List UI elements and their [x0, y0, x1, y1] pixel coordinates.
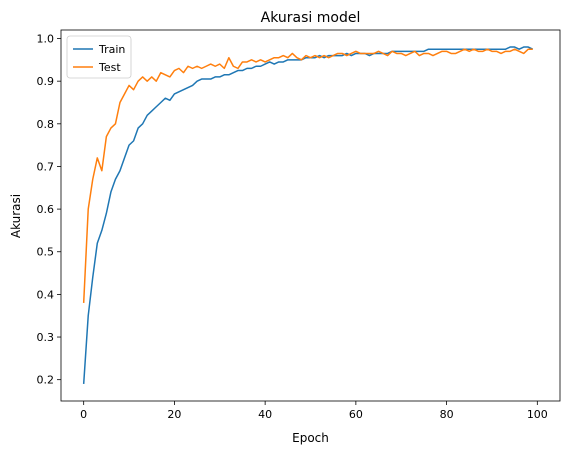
x-tick-label: 0: [80, 408, 87, 421]
plot-frame: [60, 29, 561, 402]
y-tick-label: 0.9: [37, 75, 55, 88]
chart-title: Akurasi model: [261, 10, 361, 26]
x-tick-label: 60: [349, 408, 363, 421]
y-tick-label: 0.7: [37, 160, 55, 173]
x-tick-label: 20: [167, 408, 181, 421]
legend-label-test: Test: [98, 61, 121, 74]
legend: Train Test: [66, 35, 132, 79]
plot-area: 0 20 40 60 80 100 0.2 0.3 0.4 0.5 0.6 0.7 0.8 0.9 1.0: [37, 29, 561, 421]
series-line-test: [82, 48, 533, 303]
y-tick-label: 0.2: [37, 374, 55, 387]
y-tick-label: 1.0: [37, 33, 55, 46]
y-tick-label: 0.4: [37, 288, 55, 301]
y-tick-label: 0.6: [37, 203, 55, 216]
series-line-train: [82, 46, 534, 384]
x-tick-label: 100: [527, 408, 548, 421]
x-axis-label: Epoch: [292, 431, 329, 445]
y-axis-label: Akurasi: [9, 194, 23, 238]
x-tick-label: 40: [258, 408, 272, 421]
y-tick-label: 0.3: [37, 331, 55, 344]
legend-label-train: Train: [98, 43, 125, 56]
y-tick-label: 0.5: [37, 246, 55, 259]
y-tick-label: 0.8: [37, 118, 55, 131]
x-tick-label: 80: [440, 408, 454, 421]
